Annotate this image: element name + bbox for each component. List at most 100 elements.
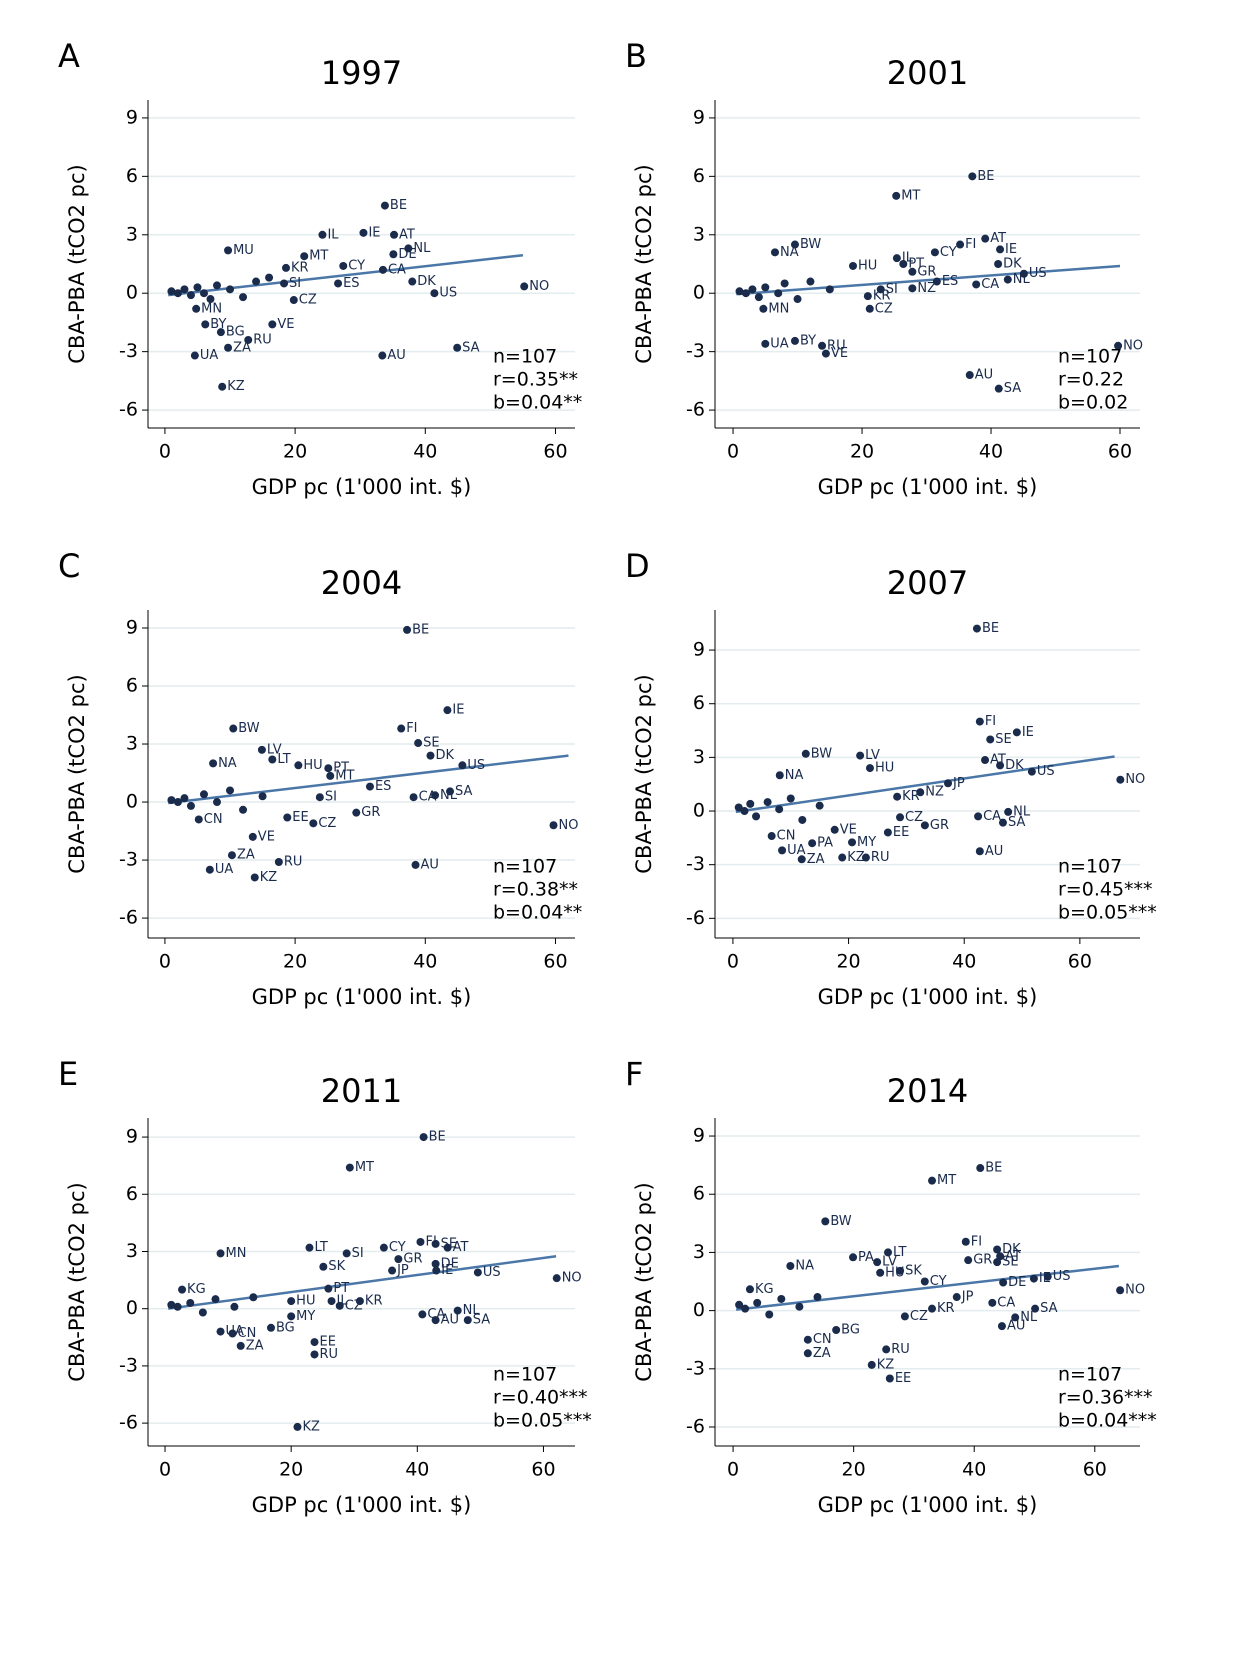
point-label: SA: [455, 784, 472, 799]
point-label: DK: [1002, 1242, 1021, 1257]
point-label: CA: [388, 262, 406, 277]
point: [806, 277, 815, 286]
point: [324, 764, 333, 773]
point: [775, 805, 784, 814]
point-label: CN: [238, 1326, 257, 1341]
point: [790, 240, 799, 249]
point: [928, 1176, 937, 1185]
y-tick-label: 6: [693, 692, 705, 714]
point-label: KR: [937, 1301, 955, 1316]
stats-annotation: n=107: [1058, 856, 1122, 878]
point-label: NO: [1125, 1283, 1145, 1298]
point-label: KZ: [227, 379, 245, 394]
point: [952, 1293, 961, 1302]
point-label: MY: [857, 835, 876, 850]
point-label: IE: [452, 703, 464, 718]
point-label: MU: [233, 243, 254, 258]
point: [443, 1243, 452, 1252]
point: [403, 625, 412, 634]
y-tick-label: -6: [119, 907, 138, 929]
point: [230, 1302, 239, 1311]
point: [552, 1274, 561, 1283]
panel-title: 1997: [321, 54, 402, 92]
point-label: RU: [827, 338, 846, 353]
stats-annotation: r=0.35**: [493, 369, 578, 391]
point: [830, 825, 839, 834]
point: [786, 1261, 795, 1270]
point-label: AU: [1007, 1319, 1025, 1334]
point: [226, 285, 235, 294]
point-label: RU: [284, 854, 303, 869]
point: [258, 792, 267, 801]
y-tick-label: -3: [686, 1357, 705, 1379]
point: [968, 172, 977, 181]
point: [865, 764, 874, 773]
stats-annotation: b=0.04**: [493, 392, 582, 414]
point: [849, 1253, 858, 1262]
panel-letter: D: [625, 547, 650, 585]
point-label: CA: [427, 1307, 445, 1322]
point: [972, 624, 981, 633]
point: [167, 796, 176, 805]
point: [397, 724, 406, 733]
point: [735, 287, 744, 296]
point: [1029, 1274, 1038, 1283]
y-tick-label: 0: [126, 282, 138, 304]
stats-annotation: r=0.38**: [493, 879, 578, 901]
point: [431, 1239, 440, 1248]
point: [205, 865, 214, 874]
point: [908, 284, 917, 293]
point: [227, 851, 236, 860]
point: [1012, 728, 1021, 737]
point-label: UA: [787, 843, 806, 858]
point-label: NO: [1123, 338, 1143, 353]
point: [1043, 1272, 1052, 1281]
x-tick-label: 40: [962, 1459, 986, 1481]
point-label: PA: [858, 1250, 874, 1265]
point: [198, 1308, 207, 1317]
y-tick-label: 3: [693, 1241, 705, 1263]
point-label: ZA: [813, 1346, 831, 1361]
point-label: BW: [238, 721, 259, 736]
point-label: AU: [387, 348, 405, 363]
point-label: US: [1029, 266, 1047, 281]
point: [250, 873, 259, 882]
y-tick-label: 6: [693, 1183, 705, 1205]
point-label: GR: [930, 818, 949, 833]
x-tick-label: 20: [283, 951, 307, 973]
point-label: CY: [389, 1240, 406, 1255]
panel-letter: F: [625, 1055, 643, 1093]
panel-letter: A: [58, 37, 80, 75]
point: [838, 853, 847, 862]
point-label: KZ: [302, 1419, 320, 1434]
point: [218, 382, 227, 391]
point: [1003, 275, 1012, 284]
point: [856, 751, 865, 760]
point: [431, 1316, 440, 1325]
point: [803, 1335, 812, 1344]
point-label: IE: [1022, 725, 1034, 740]
x-tick-label: 20: [850, 441, 874, 463]
point: [753, 1298, 762, 1307]
stats-annotation: r=0.45***: [1058, 879, 1153, 901]
point: [289, 296, 298, 305]
point-label: RU: [320, 1347, 339, 1362]
y-tick-label: 3: [693, 746, 705, 768]
point-label: GR: [973, 1253, 992, 1268]
y-tick-label: 9: [693, 106, 705, 128]
point-label: NL: [1013, 272, 1031, 287]
point: [173, 289, 182, 298]
point: [1116, 1286, 1125, 1295]
point: [986, 735, 995, 744]
y-tick-label: 6: [126, 675, 138, 697]
stats-annotation: r=0.36***: [1058, 1387, 1153, 1409]
point-label: ZA: [237, 848, 255, 863]
point-label: HU: [303, 758, 322, 773]
point-label: CA: [997, 1295, 1015, 1310]
point: [998, 818, 1007, 827]
point-label: AT: [399, 227, 415, 242]
point: [300, 252, 309, 261]
point-label: RU: [871, 850, 890, 865]
point: [896, 1266, 905, 1275]
point: [981, 756, 990, 765]
